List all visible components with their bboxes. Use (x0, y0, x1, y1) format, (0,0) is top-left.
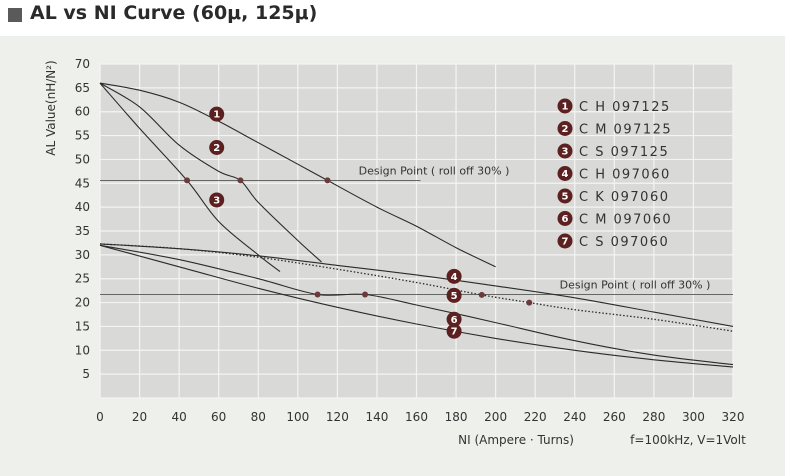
x-tick-label: 220 (524, 410, 547, 424)
series-badge-5 (446, 287, 462, 303)
legend-label-6: C M 097060 (579, 213, 672, 228)
x-tick-label: 40 (171, 410, 186, 424)
legend-marker-number-7: 7 (562, 237, 569, 248)
series-line-7 (99, 244, 734, 368)
y-axis-title: AL Value(nH/N²) (44, 60, 58, 155)
legend-label-7: C S 097060 (579, 235, 669, 250)
series-badge-1 (209, 106, 225, 122)
design-point-marker-5 (478, 291, 485, 298)
design-point-marker-6 (314, 291, 321, 298)
legend-marker-number-4: 4 (562, 169, 569, 180)
series-badge-number-3: 3 (213, 195, 220, 206)
test-condition-label: f=100kHz, V=1Volt (630, 433, 746, 447)
legend-marker-number-1: 1 (562, 102, 569, 113)
series-badge-6 (446, 311, 462, 327)
title-bullet-icon (8, 8, 22, 22)
x-tick-label: 80 (251, 410, 266, 424)
x-tick-label: 300 (682, 410, 705, 424)
x-tick-label: 140 (365, 410, 388, 424)
y-tick-label: 35 (75, 224, 90, 238)
x-tick-label: 20 (132, 410, 147, 424)
legend-marker-5 (557, 188, 573, 204)
y-tick-label: 45 (75, 176, 90, 190)
y-tick-label: 15 (75, 319, 90, 333)
y-tick-label: 70 (75, 57, 90, 71)
series-badge-number-4: 4 (451, 272, 458, 283)
x-tick-label: 200 (484, 410, 507, 424)
x-tick-label: 320 (722, 410, 745, 424)
x-tick-label: 120 (326, 410, 349, 424)
design-point-label-2: Design Point ( roll off 30% ) (560, 278, 711, 291)
header: AL vs NI Curve (60μ, 125μ) (0, 0, 785, 34)
x-tick-label: 100 (286, 410, 309, 424)
y-tick-label: 10 (75, 343, 90, 357)
design-point-marker-5 (526, 299, 533, 306)
series-line-1 (99, 82, 496, 268)
legend-marker-1 (557, 98, 573, 114)
series-badge-2 (209, 140, 225, 155)
series-badge-7 (446, 323, 462, 339)
series-line-2 (99, 82, 322, 263)
legend-marker-number-6: 6 (562, 214, 569, 225)
series-line-5 (99, 243, 734, 332)
design-point-label-1: Design Point ( roll off 30% ) (359, 164, 510, 177)
x-tick-label: 60 (211, 410, 226, 424)
y-tick-label: 20 (75, 296, 90, 310)
legend-label-2: C M 097125 (579, 123, 672, 138)
legend-label-1: C H 097125 (579, 100, 671, 115)
y-tick-label: 5 (82, 367, 90, 381)
y-tick-label: 25 (75, 272, 90, 286)
x-tick-label: 260 (603, 410, 626, 424)
legend-marker-number-5: 5 (562, 192, 569, 203)
series-badge-number-6: 6 (451, 315, 458, 326)
design-point-marker-2 (237, 177, 244, 184)
series-line-6 (99, 244, 734, 366)
series-badge-number-5: 5 (451, 291, 458, 302)
design-point-marker-1 (324, 177, 331, 184)
legend-marker-4 (557, 166, 573, 181)
series-badge-number-1: 1 (213, 110, 220, 121)
x-tick-label: 240 (563, 410, 586, 424)
legend-marker-3 (557, 143, 573, 159)
x-tick-label: 180 (445, 410, 468, 424)
y-tick-label: 55 (75, 129, 90, 143)
legend-marker-number-3: 3 (562, 147, 569, 158)
y-tick-label: 30 (75, 248, 90, 262)
page-title: AL vs NI Curve (60μ, 125μ) (30, 2, 318, 24)
legend-marker-2 (557, 121, 573, 136)
y-tick-label: 50 (75, 152, 90, 166)
series-badge-3 (209, 192, 225, 208)
legend-marker-number-2: 2 (562, 124, 569, 135)
x-tick-label: 0 (96, 410, 104, 424)
x-tick-label: 280 (642, 410, 665, 424)
legend-marker-7 (557, 233, 573, 249)
y-tick-label: 40 (75, 200, 90, 214)
series-badge-number-2: 2 (213, 143, 220, 154)
design-point-marker-6 (362, 291, 369, 298)
series-badge-number-7: 7 (451, 327, 458, 338)
y-tick-label: 65 (75, 81, 90, 95)
design-point-marker-3 (184, 177, 191, 184)
legend-label-5: C K 097060 (579, 190, 670, 205)
x-axis-title: NI (Ampere · Turns) (458, 433, 574, 447)
legend-marker-6 (557, 211, 573, 226)
legend-label-4: C H 097060 (579, 168, 671, 183)
y-tick-label: 60 (75, 105, 90, 119)
series-badge-4 (446, 268, 462, 284)
legend-label-3: C S 097125 (579, 145, 669, 160)
x-tick-label: 160 (405, 410, 428, 424)
